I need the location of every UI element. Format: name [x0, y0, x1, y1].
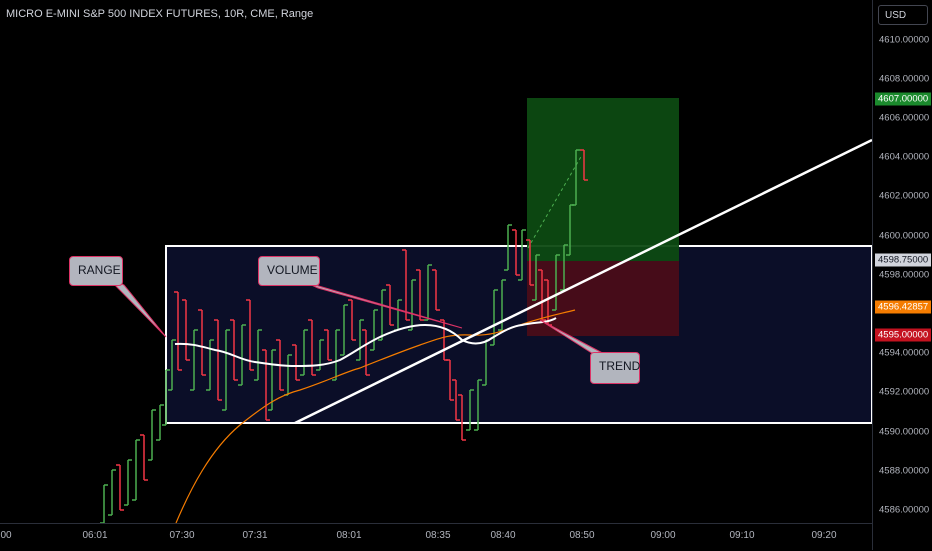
time-tick: 09:20: [811, 530, 837, 541]
time-tick: 07:31: [242, 530, 268, 541]
stop-price-label: 4595.00000: [875, 328, 932, 342]
moving-average-white: [174, 317, 557, 368]
time-tick: 08:50: [569, 530, 595, 541]
price-tick: 4586.00000: [879, 504, 930, 516]
price-tick: 4602.00000: [879, 190, 930, 202]
price-tick: 4594.00000: [879, 347, 930, 359]
time-tick: 08:35: [425, 530, 451, 541]
price-bars-group: [100, 149, 588, 523]
time-tick: 07:30: [169, 530, 195, 541]
price-tick: 4588.00000: [879, 465, 930, 477]
price-axis[interactable]: USD 4610.00000 4608.00000 4606.00000 460…: [872, 0, 932, 550]
chart-title: MICRO E-MINI S&P 500 INDEX FUTURES, 10R,…: [6, 8, 314, 20]
trend-annotation[interactable]: TREND: [590, 352, 640, 384]
current-price-label: 4596.42857: [875, 300, 932, 314]
entry-price-label: 4598.75000: [875, 253, 932, 267]
target-price-label: 4607.00000: [875, 92, 932, 106]
price-tick: 4610.00000: [879, 34, 930, 46]
price-tick: 4600.00000: [879, 230, 930, 242]
range-annotation[interactable]: RANGE: [69, 256, 123, 286]
price-tick: 4598.00000: [879, 269, 930, 281]
time-tick: 08:01: [336, 530, 362, 541]
stop-loss-zone[interactable]: [527, 261, 679, 336]
time-tick: 06:01: [82, 530, 108, 541]
price-tick: 4608.00000: [879, 73, 930, 85]
time-tick: 08:40: [490, 530, 516, 541]
take-profit-zone[interactable]: [527, 98, 679, 261]
currency-selector[interactable]: USD: [878, 5, 928, 25]
time-tick: 09:10: [729, 530, 755, 541]
time-tick: 00: [0, 530, 12, 541]
volume-annotation[interactable]: VOLUME: [258, 256, 320, 286]
time-axis[interactable]: 00 06:01 07:30 07:31 08:01 08:35 08:40 0…: [0, 523, 872, 551]
price-tick: 4590.00000: [879, 426, 930, 438]
range-callout-pointer: [107, 277, 167, 338]
price-tick: 4604.00000: [879, 151, 930, 163]
price-tick: 4592.00000: [879, 386, 930, 398]
price-tick: 4606.00000: [879, 112, 930, 124]
price-chart-canvas[interactable]: [0, 0, 872, 523]
trend-line[interactable]: [294, 138, 872, 425]
time-tick: 09:00: [650, 530, 676, 541]
